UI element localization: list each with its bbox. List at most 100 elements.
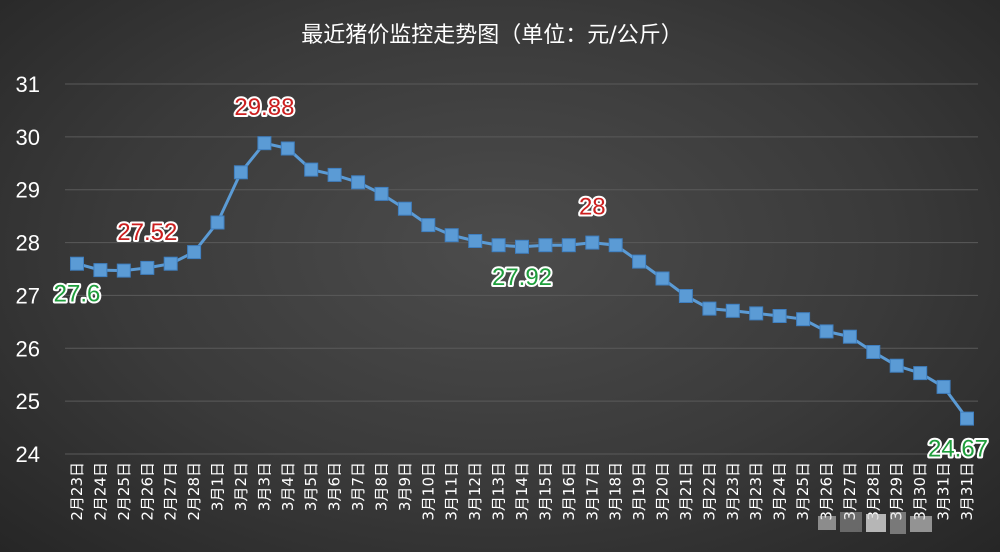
x-tick-label: 3月30日 (911, 462, 929, 521)
data-point (187, 245, 202, 260)
data-label: 29.88 (234, 94, 294, 121)
x-tick-label: 3月24日 (771, 462, 789, 521)
x-tick-label: 3月13日 (490, 462, 508, 521)
y-tick-label: 27 (16, 283, 40, 308)
x-tick-label: 3月25日 (794, 462, 812, 521)
x-tick-label: 3月5日 (302, 462, 320, 511)
data-label: 27.52 (117, 219, 177, 246)
y-tick-label: 30 (16, 125, 40, 150)
x-tick-label: 3月29日 (888, 462, 906, 521)
watermark-block (840, 512, 862, 532)
data-point (210, 215, 225, 230)
x-tick-label: 3月17日 (583, 462, 601, 521)
x-tick-label: 3月14日 (513, 462, 531, 521)
data-point (842, 329, 857, 344)
x-tick-label: 3月12日 (466, 462, 484, 521)
watermark-block (910, 516, 932, 532)
data-point (913, 366, 928, 381)
data-point (140, 260, 155, 275)
x-tick-label: 3月16日 (560, 462, 578, 521)
watermark-block (866, 514, 886, 532)
x-tick-label: 3月20日 (654, 462, 672, 521)
data-point (70, 256, 84, 271)
y-tick-label: 29 (16, 178, 40, 203)
data-point (93, 263, 108, 278)
x-tick-label: 3月7日 (349, 462, 367, 511)
y-tick-label: 26 (16, 336, 40, 361)
data-point (889, 358, 904, 373)
data-point (796, 312, 811, 327)
data-label: 28 (579, 194, 606, 221)
data-point (444, 228, 459, 243)
y-tick-label: 31 (16, 72, 40, 97)
x-tick-label: 3月31日 (935, 462, 953, 521)
data-point (468, 234, 483, 248)
x-tick-label: 3月27日 (841, 462, 859, 521)
x-tick-label: 3月23日 (747, 462, 765, 521)
data-label: 24.67 (928, 436, 988, 463)
x-tick-label: 3月31日 (958, 462, 976, 521)
data-point (608, 238, 623, 253)
data-point (233, 165, 248, 180)
data-point (749, 306, 764, 321)
x-tick-label: 3月6日 (326, 462, 344, 511)
x-tick-label: 3月2日 (232, 462, 250, 511)
x-tick-label: 2月23日 (68, 462, 86, 521)
data-point (163, 256, 178, 271)
data-point (585, 235, 600, 250)
data-point (819, 324, 834, 339)
data-point (421, 218, 436, 233)
x-tick-label: 2月25日 (115, 462, 133, 521)
data-point (515, 239, 529, 254)
x-tick-label: 3月1日 (209, 462, 227, 511)
x-tick-label: 2月26日 (138, 462, 156, 521)
x-tick-label: 2月27日 (162, 462, 180, 521)
data-point (116, 263, 131, 278)
data-label: 27.6 (54, 281, 101, 308)
data-label: 27.92 (492, 264, 552, 291)
data-point (327, 167, 342, 182)
data-point (257, 136, 272, 151)
data-point (866, 345, 881, 359)
x-tick-label: 2月24日 (91, 462, 109, 521)
x-tick-label: 3月22日 (700, 462, 718, 521)
blurred-watermark (818, 512, 932, 534)
x-tick-label: 3月10日 (419, 462, 437, 521)
data-point (655, 271, 670, 286)
watermark-block (818, 516, 836, 530)
x-tick-label: 3月21日 (677, 462, 695, 521)
series-layer (70, 136, 974, 426)
data-point (374, 186, 389, 201)
watermark-block (890, 512, 906, 534)
annotation-layer: 27.6 27.52 29.88 27.92 28 24.67 (52, 92, 990, 464)
x-tick-label: 3月26日 (818, 462, 836, 521)
y-axis: 24 25 26 27 28 29 30 31 (16, 72, 40, 467)
data-point (304, 162, 319, 177)
x-tick-label: 3月28日 (864, 462, 882, 521)
data-point (632, 254, 647, 269)
x-axis: 2月23日 2月24日 2月25日 2月26日 2月27日 2月28日 3月1日 3月2日 3月… (68, 462, 976, 521)
data-point (772, 309, 787, 323)
y-tick-label: 24 (16, 442, 40, 467)
x-tick-label: 3月3日 (255, 462, 273, 511)
data-point (491, 238, 506, 253)
x-tick-label: 3月15日 (536, 462, 554, 521)
chart-title: 最近猪价监控走势图（单位：元/公斤） (301, 23, 682, 48)
x-tick-label: 3月18日 (607, 462, 625, 521)
data-point (280, 141, 295, 156)
y-tick-label: 28 (16, 231, 40, 256)
data-point (936, 379, 951, 394)
y-tick-label: 25 (16, 389, 40, 414)
x-tick-label: 3月9日 (396, 462, 414, 511)
x-tick-label: 3月4日 (279, 462, 297, 511)
data-point (678, 289, 693, 303)
x-tick-label: 3月23日 (724, 462, 742, 521)
x-tick-label: 2月28日 (185, 462, 203, 521)
x-tick-label: 3月19日 (630, 462, 648, 521)
data-point (561, 238, 576, 253)
data-point (351, 175, 366, 190)
data-point (538, 238, 553, 253)
data-point (702, 301, 717, 316)
